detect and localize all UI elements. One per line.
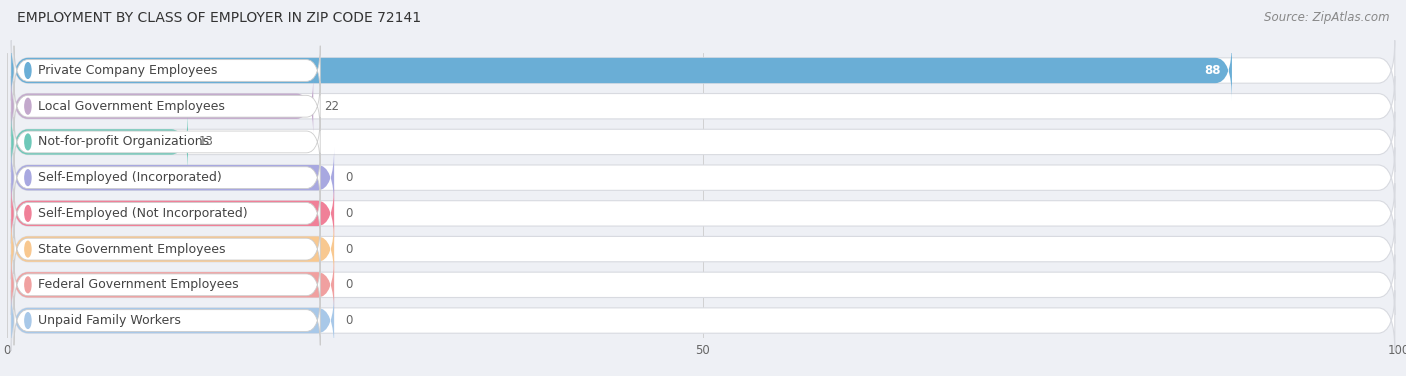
FancyBboxPatch shape (14, 296, 321, 346)
Circle shape (25, 313, 31, 328)
FancyBboxPatch shape (11, 147, 335, 208)
FancyBboxPatch shape (11, 219, 1395, 279)
FancyBboxPatch shape (11, 76, 314, 136)
Circle shape (25, 99, 31, 114)
Circle shape (25, 241, 31, 257)
Circle shape (25, 170, 31, 185)
FancyBboxPatch shape (14, 188, 321, 238)
Text: 0: 0 (346, 171, 353, 184)
Text: EMPLOYMENT BY CLASS OF EMPLOYER IN ZIP CODE 72141: EMPLOYMENT BY CLASS OF EMPLOYER IN ZIP C… (17, 11, 420, 25)
FancyBboxPatch shape (11, 290, 335, 351)
FancyBboxPatch shape (11, 255, 1395, 315)
FancyBboxPatch shape (11, 40, 1232, 101)
FancyBboxPatch shape (14, 81, 321, 131)
FancyBboxPatch shape (11, 183, 335, 244)
Text: 0: 0 (346, 278, 353, 291)
Text: State Government Employees: State Government Employees (38, 243, 225, 256)
Text: Unpaid Family Workers: Unpaid Family Workers (38, 314, 180, 327)
Text: 0: 0 (346, 314, 353, 327)
FancyBboxPatch shape (11, 219, 335, 279)
FancyBboxPatch shape (14, 45, 321, 96)
FancyBboxPatch shape (11, 76, 1395, 136)
Text: Self-Employed (Not Incorporated): Self-Employed (Not Incorporated) (38, 207, 247, 220)
Text: Federal Government Employees: Federal Government Employees (38, 278, 238, 291)
Circle shape (25, 63, 31, 78)
FancyBboxPatch shape (11, 112, 1395, 172)
Circle shape (25, 206, 31, 221)
Text: Source: ZipAtlas.com: Source: ZipAtlas.com (1264, 11, 1389, 24)
FancyBboxPatch shape (11, 183, 1395, 244)
FancyBboxPatch shape (14, 153, 321, 203)
Text: Self-Employed (Incorporated): Self-Employed (Incorporated) (38, 171, 221, 184)
FancyBboxPatch shape (14, 260, 321, 310)
FancyBboxPatch shape (11, 255, 335, 315)
FancyBboxPatch shape (14, 117, 321, 167)
Text: Not-for-profit Organizations: Not-for-profit Organizations (38, 135, 208, 149)
Text: 0: 0 (346, 243, 353, 256)
Text: Local Government Employees: Local Government Employees (38, 100, 225, 113)
FancyBboxPatch shape (11, 147, 1395, 208)
FancyBboxPatch shape (14, 224, 321, 274)
FancyBboxPatch shape (11, 290, 1395, 351)
FancyBboxPatch shape (11, 40, 1395, 101)
Circle shape (25, 277, 31, 293)
Text: 88: 88 (1205, 64, 1220, 77)
FancyBboxPatch shape (11, 112, 188, 172)
Text: Private Company Employees: Private Company Employees (38, 64, 217, 77)
Text: 22: 22 (325, 100, 339, 113)
Text: 0: 0 (346, 207, 353, 220)
Text: 13: 13 (200, 135, 214, 149)
Circle shape (25, 134, 31, 150)
